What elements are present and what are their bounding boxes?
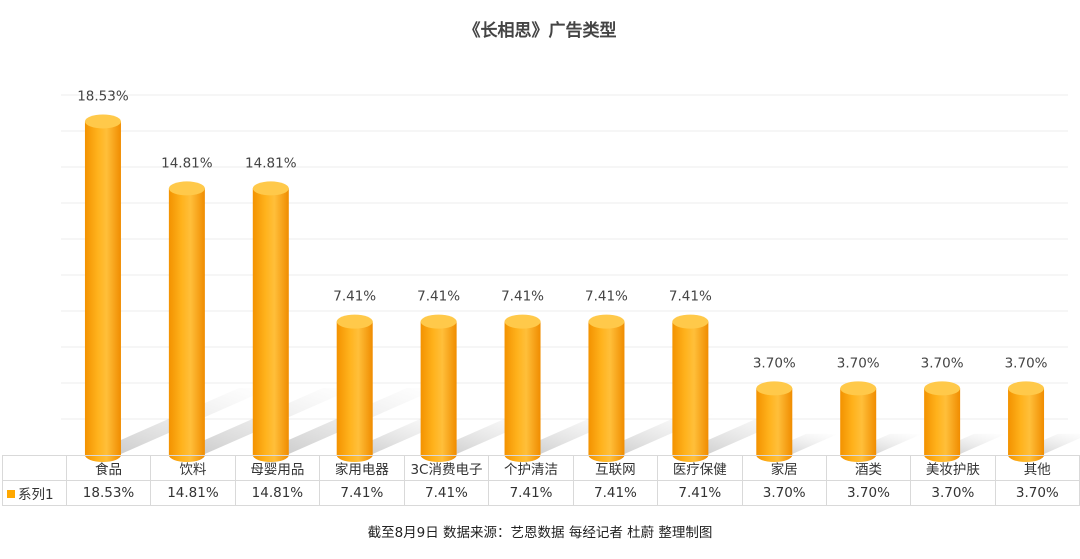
bar bbox=[252, 181, 289, 463]
value-cell: 3.70% bbox=[825, 480, 912, 506]
data-label: 7.41% bbox=[669, 289, 712, 305]
bar bbox=[672, 314, 709, 462]
value-cell: 18.53% bbox=[65, 480, 152, 506]
value-cell: 3.70% bbox=[994, 480, 1080, 506]
data-label: 7.41% bbox=[501, 289, 544, 305]
value-row: 系列1 18.53% 14.81% 14.81% 7.41% 7.41% 7.41% 7.41… bbox=[2, 480, 1080, 506]
data-label: 3.70% bbox=[921, 355, 964, 371]
data-label: 3.70% bbox=[753, 355, 796, 371]
value-cell: 3.70% bbox=[910, 480, 996, 506]
bar bbox=[924, 381, 961, 462]
legend-cell: 系列1 bbox=[2, 480, 67, 506]
source-note: 截至8月9日 数据来源：艺恩数据 每经记者 杜蔚 整理制图 bbox=[367, 525, 713, 541]
value-cell: 7.41% bbox=[403, 480, 490, 506]
legend-label: 系列1 bbox=[18, 487, 54, 503]
bar bbox=[504, 314, 541, 462]
table-corner bbox=[2, 455, 67, 481]
value-cell: 7.41% bbox=[657, 480, 743, 506]
category-cell: 饮料 bbox=[150, 455, 236, 481]
bar bbox=[588, 314, 625, 462]
data-label: 7.41% bbox=[333, 289, 376, 305]
data-label: 3.70% bbox=[1005, 355, 1048, 371]
category-cell: 酒类 bbox=[825, 455, 912, 481]
category-cell: 个护清洁 bbox=[488, 455, 574, 481]
value-cell: 7.41% bbox=[488, 480, 574, 506]
chart-title: 《长相思》广告类型 bbox=[463, 21, 617, 41]
bar bbox=[336, 314, 373, 462]
data-label: 18.53% bbox=[77, 88, 129, 104]
category-cell: 家用电器 bbox=[319, 455, 405, 481]
value-cell: 7.41% bbox=[319, 480, 405, 506]
category-cell: 食品 bbox=[65, 455, 152, 481]
bar bbox=[756, 381, 793, 462]
bar bbox=[420, 314, 457, 462]
category-cell: 家居 bbox=[741, 455, 827, 481]
category-cell: 医疗保健 bbox=[657, 455, 743, 481]
bar bbox=[84, 114, 121, 463]
bar bbox=[168, 181, 205, 463]
bar bbox=[1008, 381, 1045, 462]
category-cell: 3C消费电子 bbox=[403, 455, 490, 481]
data-label: 7.41% bbox=[585, 289, 628, 305]
data-label: 14.81% bbox=[245, 155, 297, 171]
value-cell: 14.81% bbox=[150, 480, 236, 506]
data-label: 7.41% bbox=[417, 289, 460, 305]
value-cell: 7.41% bbox=[572, 480, 659, 506]
data-label: 3.70% bbox=[837, 355, 880, 371]
category-row: 食品 饮料 母婴用品 家用电器 3C消费电子 个护清洁 互联网 医疗保健 家居 酒类 美妆护肤 其他 bbox=[2, 455, 1080, 481]
data-label: 14.81% bbox=[161, 155, 213, 171]
category-cell: 其他 bbox=[994, 455, 1080, 481]
value-cell: 14.81% bbox=[234, 480, 321, 506]
value-cell: 3.70% bbox=[741, 480, 827, 506]
bar bbox=[840, 381, 877, 462]
category-cell: 母婴用品 bbox=[234, 455, 321, 481]
gridlines bbox=[61, 94, 1068, 420]
data-table: 食品 饮料 母婴用品 家用电器 3C消费电子 个护清洁 互联网 医疗保健 家居 酒类 美妆护肤 其他 … bbox=[2, 455, 1080, 506]
category-cell: 美妆护肤 bbox=[910, 455, 996, 481]
legend-key bbox=[7, 490, 15, 498]
category-cell: 互联网 bbox=[572, 455, 659, 481]
